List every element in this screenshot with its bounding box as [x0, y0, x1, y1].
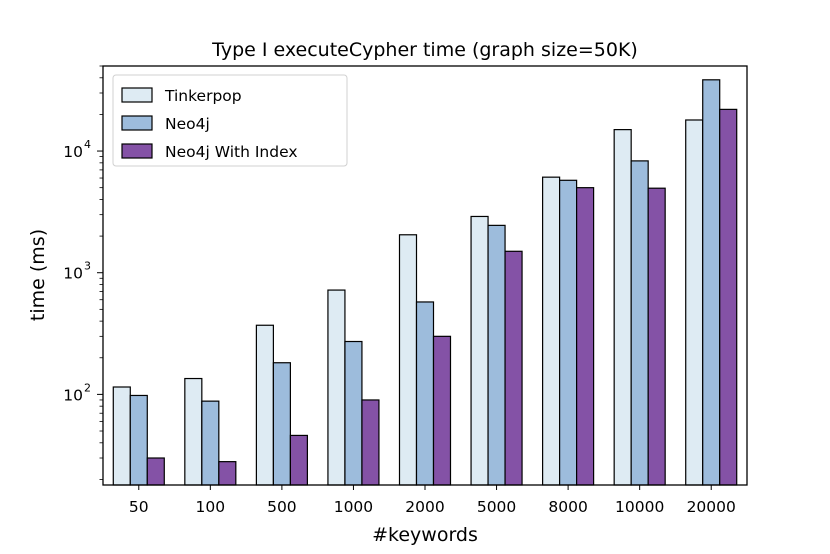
- bar: [432, 335, 452, 486]
- bars: [112, 79, 738, 486]
- y-tick-exponent: 4: [84, 138, 91, 151]
- bar: [719, 108, 738, 486]
- bar: [613, 129, 632, 486]
- plot-frame: [102, 65, 748, 486]
- x-tick-label: 2000: [405, 498, 444, 516]
- bar: [470, 215, 489, 486]
- y-tick-exponent: 2: [84, 381, 91, 394]
- bar: [129, 394, 148, 486]
- x-tick-label: 50: [129, 498, 149, 516]
- x-axis-label: #keywords: [372, 524, 478, 546]
- bar: [542, 176, 561, 486]
- y-axis-label: time (ms): [27, 229, 49, 321]
- bar: [702, 79, 721, 486]
- y-tick-label: 10: [63, 143, 83, 161]
- legend-swatch: [121, 87, 153, 103]
- legend-label: Neo4j: [165, 115, 210, 133]
- x-tick-label: 10000: [615, 498, 664, 516]
- legend-swatch: [121, 143, 153, 159]
- bar: [255, 324, 274, 486]
- bar: [398, 234, 418, 486]
- bar: [327, 289, 346, 486]
- legend: Tinkerpop Neo4j Neo4j With Index: [112, 74, 348, 167]
- bar: [504, 250, 523, 486]
- bar: [576, 187, 595, 486]
- chart-title: Type I executeCypher time (graph size=50…: [211, 39, 638, 61]
- bar: [201, 400, 220, 486]
- x-tick-label: 20000: [687, 498, 736, 516]
- legend-label: Neo4j With Index: [165, 143, 298, 161]
- bar: [559, 179, 578, 486]
- x-tick-label: 500: [267, 498, 297, 516]
- x-tick-label: 8000: [548, 498, 587, 516]
- bar: [647, 187, 666, 486]
- y-tick-exponent: 3: [84, 260, 91, 273]
- legend-label: Tinkerpop: [164, 87, 242, 105]
- bar: [289, 434, 308, 486]
- bar: [344, 340, 363, 486]
- bar: [415, 301, 435, 486]
- legend-swatch: [121, 115, 153, 131]
- x-tick-label: 100: [196, 498, 226, 516]
- bar: [112, 386, 131, 486]
- bar: [184, 377, 203, 486]
- bar: [361, 399, 380, 486]
- x-tick-label: 5000: [477, 498, 516, 516]
- bar: [630, 160, 649, 486]
- bar: [146, 457, 165, 486]
- y-tick-label: 10: [63, 386, 83, 404]
- bar: [685, 119, 704, 486]
- bar: [218, 461, 237, 486]
- x-tick-label: 1000: [334, 498, 373, 516]
- bar: [487, 224, 506, 486]
- bar: [272, 362, 291, 486]
- legend-box: [112, 74, 348, 167]
- y-tick-label: 10: [63, 265, 83, 283]
